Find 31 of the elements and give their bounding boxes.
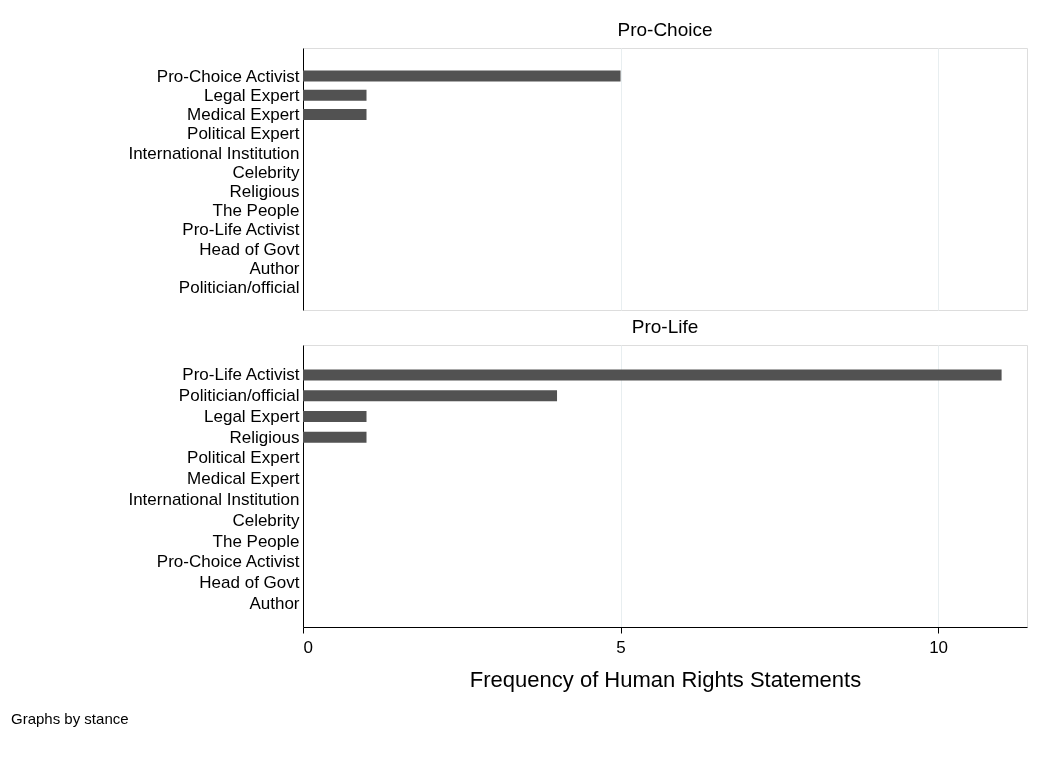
y-tick-label: Pro-Choice Activist xyxy=(156,66,300,86)
y-tick-label: Religious xyxy=(229,427,300,447)
x-tick-label: 0 xyxy=(303,637,313,657)
y-tick-label: Medical Expert xyxy=(187,105,300,125)
y-tick-label: Pro-Choice Activist xyxy=(156,552,300,572)
y-tick-label: Pro-Life Activist xyxy=(182,365,300,385)
y-tick-label: Legal Expert xyxy=(204,406,300,426)
y-tick-label: Head of Govt xyxy=(199,239,300,259)
y-tick-label: The People xyxy=(212,531,300,551)
y-tick-label: Legal Expert xyxy=(204,85,300,105)
y-tick-label: Celebrity xyxy=(232,510,300,530)
x-axis-title: Frequency of Human Rights Statements xyxy=(469,666,862,692)
y-tick-label: Head of Govt xyxy=(199,573,300,593)
chart-title: Pro-Life xyxy=(631,316,699,337)
y-tick-label: Pro-Life Activist xyxy=(182,220,300,240)
y-tick-label: Author xyxy=(249,593,300,613)
y-tick-label: Religious xyxy=(229,182,300,201)
chart-title: Pro-Choice xyxy=(617,19,713,40)
x-tick-label: 10 xyxy=(929,637,949,657)
y-tick-label: Medical Expert xyxy=(187,469,300,489)
y-tick-label: Politician/official xyxy=(178,386,300,406)
y-tick-label: International Institution xyxy=(128,143,300,163)
y-tick-label: International Institution xyxy=(128,490,300,509)
y-tick-label: Celebrity xyxy=(232,162,300,182)
y-tick-label: Political Expert xyxy=(187,124,300,144)
y-tick-label: Political Expert xyxy=(187,448,300,468)
x-tick-label: 5 xyxy=(616,637,626,657)
y-tick-label: Politician/official xyxy=(178,278,300,298)
y-tick-label: Author xyxy=(249,258,300,278)
y-tick-label: The People xyxy=(212,201,300,221)
text: Graphs by stance xyxy=(11,710,129,727)
